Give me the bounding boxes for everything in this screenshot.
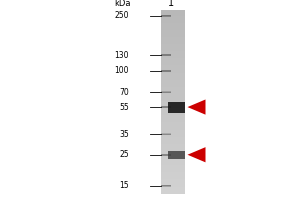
Bar — [160, 134, 171, 135]
Bar — [160, 15, 171, 16]
Bar — [168, 102, 184, 113]
Text: 55: 55 — [119, 103, 129, 112]
Bar — [160, 91, 171, 93]
Text: 1: 1 — [168, 0, 174, 8]
Polygon shape — [188, 147, 206, 162]
Bar — [160, 54, 171, 56]
Bar — [160, 70, 171, 72]
Bar — [160, 92, 171, 93]
Text: 130: 130 — [115, 51, 129, 60]
Text: 70: 70 — [119, 88, 129, 97]
Bar — [160, 185, 171, 187]
Bar — [160, 154, 171, 156]
Bar — [160, 106, 171, 108]
Bar — [160, 15, 171, 17]
Bar — [160, 54, 171, 56]
Bar — [160, 106, 171, 108]
Bar — [160, 133, 171, 135]
Text: 25: 25 — [119, 150, 129, 159]
Polygon shape — [188, 99, 206, 115]
Bar — [160, 70, 171, 72]
Text: 100: 100 — [115, 66, 129, 75]
Bar — [160, 154, 171, 156]
Bar — [168, 151, 184, 159]
Text: kDa: kDa — [115, 0, 131, 8]
Text: 250: 250 — [115, 11, 129, 20]
Text: 35: 35 — [119, 130, 129, 139]
Bar — [160, 185, 171, 186]
Text: 15: 15 — [119, 181, 129, 190]
